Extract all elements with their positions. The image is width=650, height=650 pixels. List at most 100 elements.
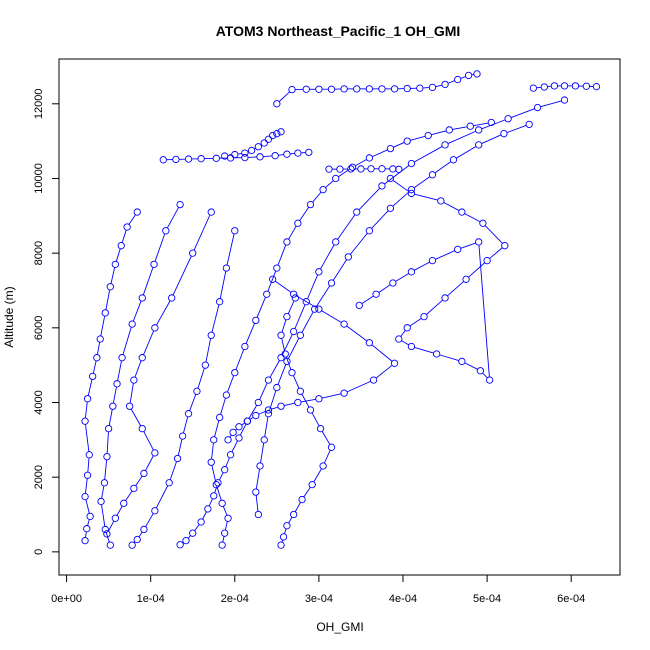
profile-segment: [510, 108, 535, 119]
data-point: [386, 204, 395, 212]
profile-series: [128, 227, 239, 549]
profile-segment: [187, 535, 191, 539]
data-point: [327, 279, 336, 287]
data-point: [271, 152, 279, 160]
profile-series: [325, 165, 403, 173]
profile-segment: [337, 214, 356, 240]
profile-segment: [211, 442, 214, 460]
data-point: [395, 165, 403, 173]
data-point: [315, 395, 323, 403]
data-point: [273, 383, 281, 392]
data-point: [130, 484, 138, 493]
data-point: [264, 376, 273, 384]
profile-segment: [248, 405, 258, 419]
data-point: [281, 350, 289, 358]
profile-segment: [264, 416, 269, 437]
data-point: [378, 85, 386, 93]
data-point: [197, 518, 205, 526]
data-point: [340, 320, 348, 328]
data-point: [252, 411, 260, 420]
data-point: [224, 436, 232, 444]
profile-segment: [316, 285, 331, 307]
profile-segment: [392, 179, 410, 192]
profile-series: [529, 82, 601, 92]
profile-segment: [378, 284, 391, 293]
data-point: [378, 182, 386, 190]
data-point: [458, 208, 466, 216]
data-point: [344, 253, 352, 261]
profile-segment: [393, 142, 405, 148]
data-point: [128, 320, 136, 328]
data-point: [212, 154, 220, 162]
profile-segment: [296, 295, 317, 308]
data-point: [288, 368, 296, 377]
data-point: [235, 434, 243, 442]
profile-segment: [285, 356, 292, 370]
profile-segment: [301, 393, 310, 408]
data-point: [479, 219, 487, 227]
profile-segment: [166, 207, 179, 229]
profile-segment: [211, 465, 217, 482]
data-point: [218, 499, 226, 507]
profile-segment: [311, 412, 320, 427]
profile-series: [159, 148, 313, 164]
profile-series: [252, 120, 533, 519]
y-axis-label: Altitude (m): [2, 286, 16, 347]
y-tick-label: 8000: [33, 241, 45, 265]
profile-segment: [332, 259, 347, 281]
profile-segment: [177, 439, 183, 456]
data-point: [256, 153, 264, 161]
data-point: [140, 469, 148, 478]
chart-title: ATOM3 Northeast_Pacific_1 OH_GMI: [216, 23, 461, 39]
data-point: [319, 462, 327, 470]
profile-segment: [138, 531, 143, 538]
profile-segment: [287, 337, 300, 359]
y-tick-label: 6000: [33, 316, 45, 340]
data-point: [487, 118, 495, 127]
profile-series: [355, 174, 509, 384]
profile-segment: [409, 318, 422, 327]
profile-segment: [426, 299, 443, 315]
data-point: [403, 137, 411, 145]
profile-segment: [321, 393, 342, 399]
data-point: [340, 389, 348, 397]
profile-segment: [104, 459, 108, 480]
y-tick-label: 10000: [33, 163, 45, 194]
profile-segment: [115, 248, 121, 262]
profile-segment: [473, 122, 489, 127]
data-point: [277, 354, 285, 362]
profile-segment: [439, 354, 459, 361]
profile-segment: [288, 517, 293, 524]
data-point: [231, 227, 239, 235]
data-point: [369, 376, 378, 384]
data-point: [184, 410, 193, 418]
profile-segment: [435, 250, 455, 260]
profile-segment: [241, 422, 245, 426]
profile-segment: [277, 244, 287, 266]
data-point: [407, 189, 416, 198]
y-tick-label: 12000: [33, 89, 45, 120]
data-point: [204, 505, 212, 513]
data-point: [464, 71, 473, 80]
data-point: [389, 165, 397, 173]
data-point: [291, 294, 299, 302]
data-point: [378, 165, 386, 173]
profile-segment: [197, 368, 205, 389]
profile-segment: [484, 225, 503, 244]
data-point: [222, 391, 231, 399]
data-point: [311, 305, 319, 313]
profile-segment: [154, 233, 166, 262]
data-point: [133, 208, 141, 216]
profile-segment: [226, 233, 235, 266]
y-axis: 0 2000 4000 6000 8000 10000 12000: [33, 89, 60, 555]
data-point: [106, 541, 114, 549]
profile-segment: [258, 410, 266, 415]
profile-segment: [219, 271, 227, 299]
data-point: [231, 150, 239, 159]
data-point: [138, 424, 146, 433]
data-point: [101, 525, 109, 534]
data-point: [207, 458, 215, 466]
data-point: [118, 354, 126, 362]
profile-segment: [321, 431, 331, 445]
profile-segment: [235, 349, 245, 370]
